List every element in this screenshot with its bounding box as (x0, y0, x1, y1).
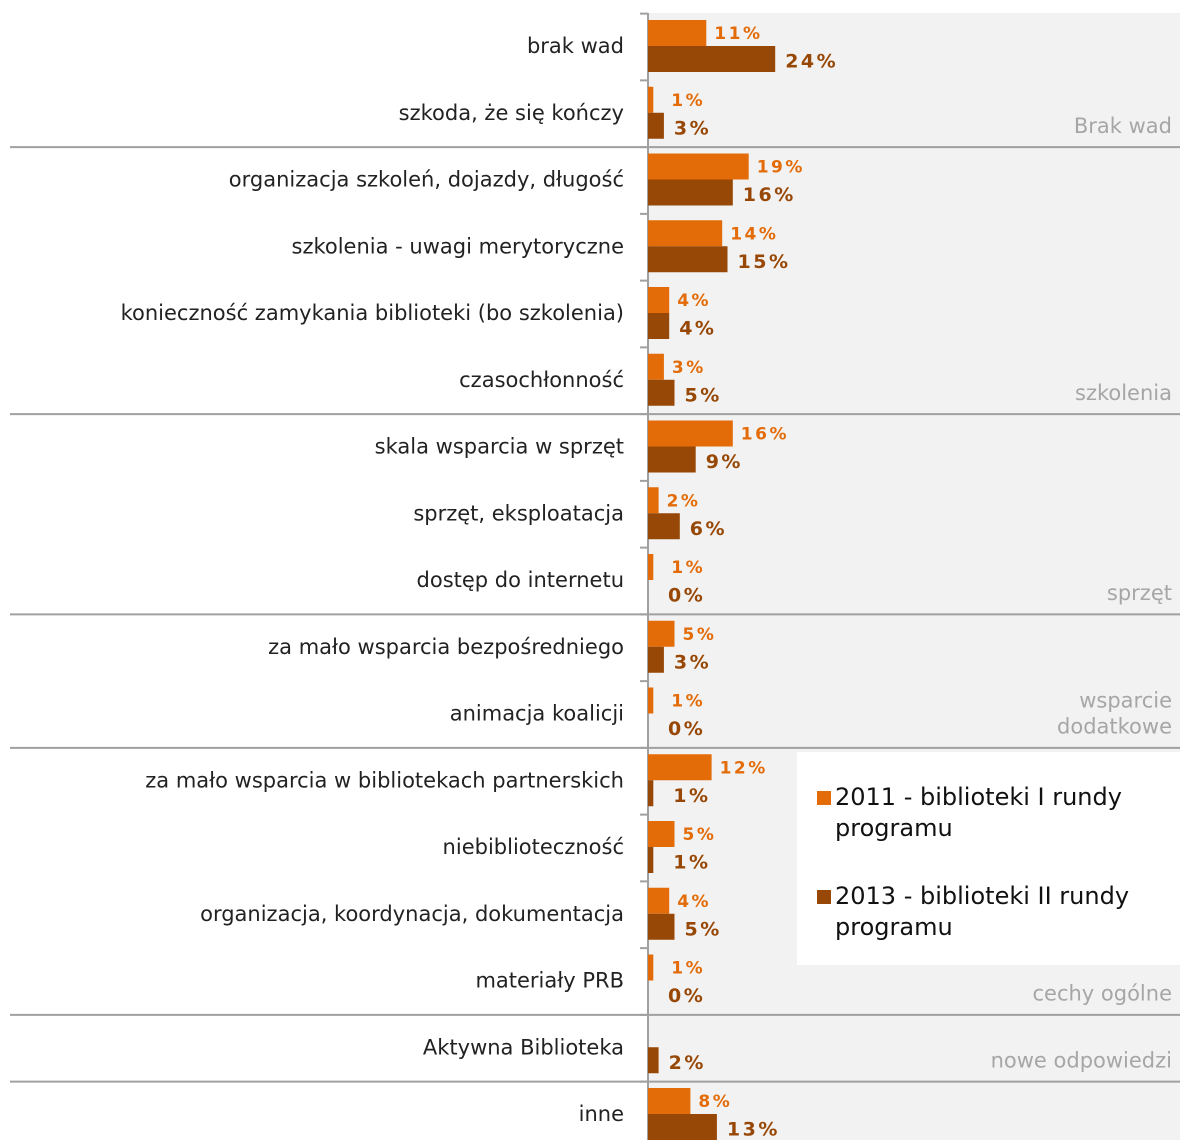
category-label: brak wad (527, 34, 624, 58)
category-label: Aktywna Biblioteka (423, 1035, 624, 1059)
category-label: za mało wsparcia bezpośredniego (268, 635, 624, 659)
category-label: animacja koalicji (450, 702, 624, 726)
category-label: czasochłonność (459, 368, 624, 392)
category-label: za mało wsparcia w bibliotekach partners… (145, 768, 624, 792)
category-label: organizacja szkoleń, dojazdy, długość (229, 168, 624, 192)
value-label: 19% (757, 158, 805, 178)
value-label: 2% (669, 1052, 706, 1074)
value-label: 1% (671, 91, 705, 111)
value-label: 4% (679, 318, 716, 340)
group-label: Brak wad (1074, 114, 1172, 138)
bar (648, 246, 728, 273)
group-label: cechy ogólne (1032, 982, 1172, 1006)
value-label: 0% (668, 718, 705, 740)
value-label: 24% (785, 51, 838, 73)
category-label: sprzęt, eksploatacja (413, 501, 624, 525)
bar (648, 287, 670, 313)
value-label: 3% (674, 117, 711, 139)
legend-item: 2013 - biblioteki II rundy programu (817, 881, 1180, 943)
bar (648, 1088, 691, 1114)
value-label: 3% (674, 651, 711, 673)
legend: 2011 - biblioteki I rundy programu 2013 -… (797, 752, 1180, 965)
value-label: 3% (672, 358, 706, 378)
value-label: 12% (720, 758, 768, 778)
bar (648, 112, 664, 139)
value-label: 5% (685, 918, 722, 940)
bar (648, 353, 664, 380)
value-label: 16% (741, 425, 789, 445)
category-label: konieczność zamykania biblioteki (bo szk… (121, 301, 624, 325)
value-label: 5% (685, 384, 722, 406)
category-label: inne (579, 1102, 624, 1126)
value-label: 8% (698, 1092, 732, 1112)
legend-label: 2011 - biblioteki I rundy programu (835, 783, 1122, 842)
value-label: 2% (667, 491, 701, 511)
value-label: 1% (671, 959, 705, 979)
category-label: skala wsparcia w sprzęt (375, 435, 624, 459)
value-label: 15% (738, 251, 791, 273)
value-label: 1% (673, 852, 710, 874)
bar (648, 887, 670, 914)
value-label: 4% (677, 291, 711, 311)
bar (648, 446, 696, 473)
value-label: 5% (683, 625, 717, 645)
value-label: 14% (730, 224, 778, 244)
bar (648, 754, 712, 781)
value-label: 13% (727, 1119, 780, 1140)
value-label: 1% (671, 692, 705, 712)
value-label: 5% (683, 825, 717, 845)
category-label: materiały PRB (475, 969, 624, 993)
bar (648, 687, 654, 714)
bar (648, 821, 675, 847)
bar (648, 153, 749, 180)
bar (648, 1114, 717, 1140)
legend-item: 2011 - biblioteki I rundy programu (817, 782, 1180, 844)
bar (648, 20, 707, 46)
bar (648, 46, 776, 72)
bar (648, 179, 733, 206)
category-label: szkoda, że się kończy (399, 101, 624, 125)
legend-swatch (817, 890, 831, 904)
bar (648, 86, 654, 113)
bar (648, 487, 659, 514)
bar (648, 313, 670, 339)
value-label: 0% (668, 985, 705, 1007)
value-label: 4% (677, 892, 711, 912)
category-label: dostęp do internetu (417, 568, 624, 592)
legend-swatch (817, 791, 831, 805)
bar (648, 847, 654, 873)
bar (648, 913, 675, 940)
value-label: 1% (673, 785, 710, 807)
category-label: organizacja, koordynacja, dokumentacja (200, 902, 624, 926)
group-label: wsparcie (1079, 689, 1172, 713)
group-label: nowe odpowiedzi (991, 1048, 1172, 1072)
value-label: 9% (706, 451, 743, 473)
bar (648, 780, 654, 807)
bar (648, 554, 654, 580)
group-label: dodatkowe (1057, 715, 1172, 739)
bar (648, 620, 675, 647)
group-label: szkolenia (1075, 381, 1172, 405)
bar (648, 220, 723, 247)
value-label: 11% (714, 24, 762, 44)
value-label: 6% (690, 518, 727, 540)
bar (648, 954, 654, 981)
bar (648, 646, 664, 673)
legend-label: 2013 - biblioteki II rundy programu (835, 882, 1130, 941)
value-label: 16% (743, 184, 796, 206)
value-label: 0% (668, 585, 705, 607)
bar (648, 513, 680, 540)
bar (648, 420, 733, 447)
category-label: szkolenia - uwagi merytoryczne (292, 234, 625, 258)
value-label: 1% (671, 558, 705, 578)
bar (648, 379, 675, 406)
bar (648, 1047, 659, 1074)
category-label: niebiblioteczność (443, 835, 624, 859)
group-label: sprzęt (1107, 581, 1172, 605)
